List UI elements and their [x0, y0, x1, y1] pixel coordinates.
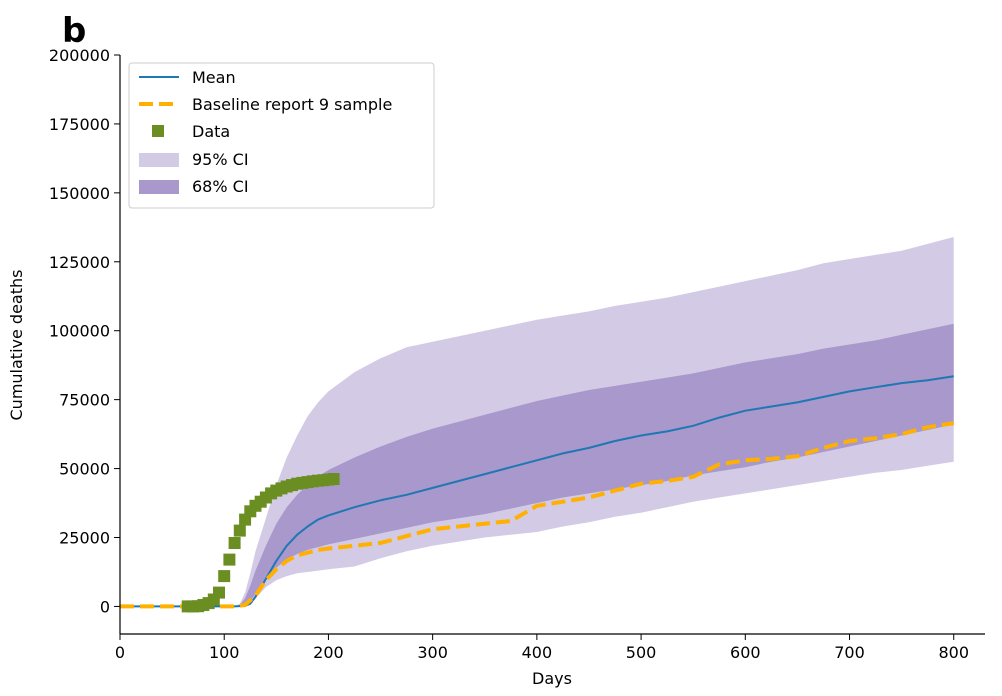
x-tick-label: 100: [209, 643, 240, 662]
y-tick-label: 75000: [59, 391, 110, 410]
legend-label-data: Data: [192, 122, 230, 141]
y-tick-label: 175000: [49, 115, 110, 134]
legend-label-mean: Mean: [192, 68, 236, 87]
x-tick-label: 0: [115, 643, 125, 662]
x-tick-label: 600: [730, 643, 761, 662]
data-point: [233, 524, 246, 537]
ci-bands: [120, 237, 954, 607]
x-axis-label: Days: [532, 669, 572, 688]
baseline-line: [120, 421, 955, 609]
data-point: [228, 537, 241, 549]
y-tick-label: 25000: [59, 529, 110, 548]
legend-label-baseline: Baseline report 9 sample: [192, 95, 392, 114]
x-tick-label: 700: [834, 643, 865, 662]
x-tick-label: 500: [626, 643, 657, 662]
y-tick-label: 50000: [59, 460, 110, 479]
y-tick-label: 150000: [49, 184, 110, 203]
y-tick-label: 100000: [49, 322, 110, 341]
mean-line: [120, 375, 954, 608]
data-point: [223, 553, 236, 566]
legend-swatch-ci68: [139, 180, 179, 194]
y-tick-label: 0: [100, 597, 110, 616]
legend-frame: [128, 62, 435, 209]
ci68-band: [120, 323, 954, 607]
x-tick-label: 400: [522, 643, 553, 662]
y-tick-label: 125000: [49, 253, 110, 272]
legend-label-ci95: 95% CI: [192, 150, 249, 169]
data-point: [327, 473, 340, 485]
y-tick-label: 200000: [49, 46, 110, 65]
x-tick-label: 200: [313, 643, 344, 662]
legend-label-ci68: 68% CI: [192, 177, 249, 196]
legend: Mean Baseline report 9 sample Data 95% C…: [128, 62, 435, 209]
series-lines: [120, 375, 955, 609]
legend-swatch-ci95: [139, 153, 179, 167]
data-markers: [181, 473, 340, 613]
legend-swatch-data: [152, 125, 164, 137]
y-ticks: 0 25000 50000 75000 100000 125000 150000 175000…: [49, 46, 120, 616]
y-axis-label: Cumulative deaths: [7, 270, 26, 421]
data-point: [213, 586, 225, 599]
panel-label: b: [62, 11, 86, 51]
x-tick-label: 800: [938, 643, 969, 662]
x-tick-label: 300: [417, 643, 448, 662]
data-point: [218, 570, 231, 583]
x-ticks: 0 100 200 300 400 500 600 700 800: [115, 634, 969, 662]
